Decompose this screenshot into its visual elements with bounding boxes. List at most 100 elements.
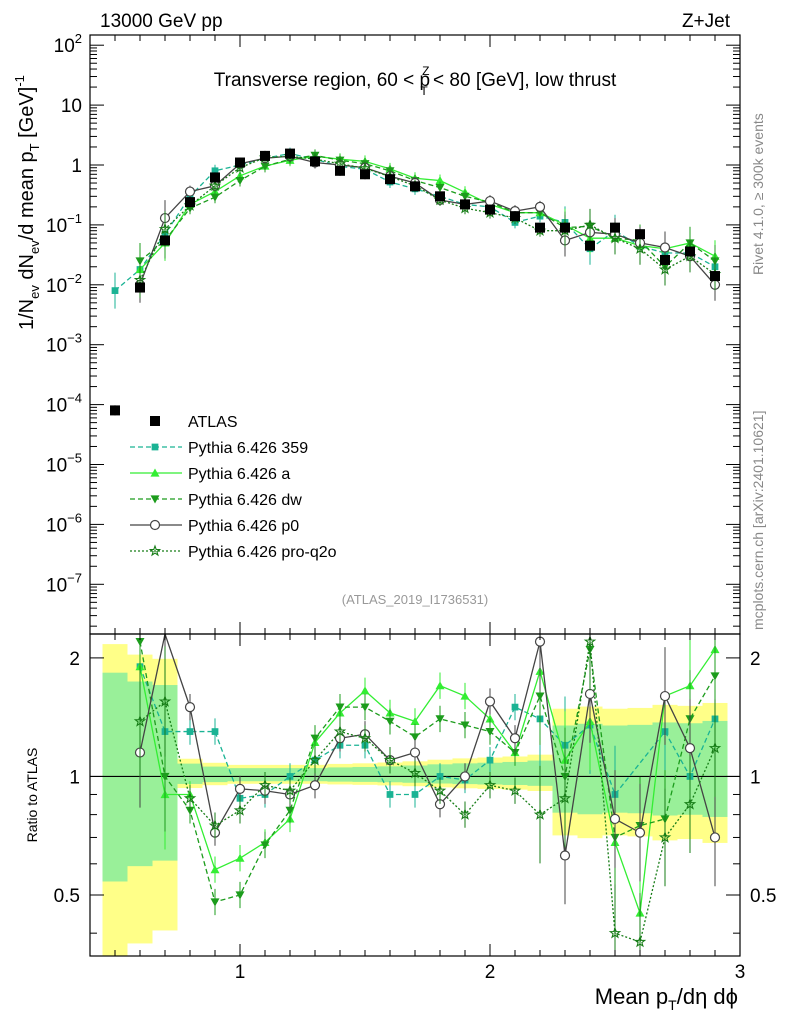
ratio-point xyxy=(333,724,347,737)
ratio-point xyxy=(358,731,372,744)
ratio-point xyxy=(460,721,470,730)
data-point xyxy=(685,246,695,257)
series-point xyxy=(133,273,147,286)
ratio-point xyxy=(158,694,172,707)
legend-marker xyxy=(149,519,161,531)
ratio-point xyxy=(484,696,496,707)
y-tick-label: 10−3 xyxy=(46,331,82,357)
y-tick-label: 10−7 xyxy=(46,570,82,596)
ratio-point xyxy=(435,715,445,724)
ratio-point xyxy=(408,766,422,779)
series-point xyxy=(460,192,470,201)
ratio-point xyxy=(483,778,497,791)
series-point xyxy=(608,231,622,244)
ratio-point xyxy=(558,791,572,804)
data-point xyxy=(135,282,145,293)
header-left: 13000 GeV pp xyxy=(100,11,223,32)
ratio-point xyxy=(211,728,219,735)
data-point xyxy=(360,169,370,180)
series-point xyxy=(633,242,647,254)
green-band xyxy=(377,766,403,783)
legend-marker-atlas xyxy=(150,416,160,426)
ratio-point xyxy=(533,808,547,820)
ratio-curves xyxy=(133,631,722,956)
green-band xyxy=(502,761,528,785)
ratio-point xyxy=(411,791,419,798)
series-point xyxy=(135,257,145,266)
data-point xyxy=(310,156,320,167)
ratio-point xyxy=(233,803,247,816)
ratio-point xyxy=(458,808,472,820)
ratio-point xyxy=(659,690,671,702)
green-band xyxy=(327,767,353,782)
green-band xyxy=(227,768,253,782)
series-point xyxy=(235,176,245,186)
series-point xyxy=(534,201,546,212)
ratio-tick-label-left: 0.5 xyxy=(54,886,80,907)
ratio-point xyxy=(709,832,721,843)
data-point xyxy=(235,157,245,168)
legend-label: Pythia 6.426 p0 xyxy=(188,518,299,535)
header-right: Z+Jet xyxy=(682,11,731,32)
ratio-point xyxy=(235,853,245,862)
ratio-point xyxy=(258,778,272,791)
data-point xyxy=(260,150,270,161)
legend: ATLAS Pythia 6.426 359 Pythia 6.426 a Pythi… xyxy=(130,414,337,561)
x-tick-label: 3 xyxy=(735,962,746,983)
ratio-tick-label-left: 2 xyxy=(69,649,80,670)
ratio-point xyxy=(633,935,647,948)
y-tick-label: 10−1 xyxy=(46,211,82,237)
data-point xyxy=(535,222,545,233)
ratio-point xyxy=(508,784,522,797)
ratio-point xyxy=(283,784,297,797)
ratio-point xyxy=(409,747,421,758)
ratio-point xyxy=(383,753,397,766)
ratio-point xyxy=(309,780,321,791)
green-band xyxy=(102,672,128,882)
ratio-point xyxy=(360,686,370,695)
ratio-line-4 xyxy=(139,641,716,943)
series-point xyxy=(583,218,597,231)
ratio-point xyxy=(535,692,545,701)
ratio-point xyxy=(559,850,571,861)
ratio-line-1 xyxy=(139,649,716,914)
green-band xyxy=(352,766,378,782)
ratio-point xyxy=(234,783,246,794)
ratio-point xyxy=(658,830,672,843)
y-tick-label: 10−2 xyxy=(46,271,82,297)
legend-label: Pythia 6.426 359 xyxy=(188,440,308,457)
ratio-point xyxy=(459,771,471,782)
series-point xyxy=(659,242,671,253)
y-tick-label: 10−4 xyxy=(46,391,82,417)
data-point xyxy=(285,148,295,159)
ratio-point xyxy=(410,733,420,742)
series-point xyxy=(210,193,220,202)
ratio-point xyxy=(184,702,196,713)
legend-marker xyxy=(151,443,159,451)
series-point xyxy=(211,167,219,175)
data-point xyxy=(560,222,570,233)
ratio-point xyxy=(710,672,720,681)
ratio-point xyxy=(183,791,197,804)
series-point xyxy=(484,195,496,207)
ratio-point xyxy=(210,898,220,907)
series-point xyxy=(208,179,222,192)
ratio-point xyxy=(436,773,444,780)
ratio-point xyxy=(310,734,320,743)
ratio-point xyxy=(160,772,170,781)
data-point xyxy=(635,229,645,240)
main-curves xyxy=(111,147,722,309)
ratio-point xyxy=(684,743,696,754)
ratio-point xyxy=(286,773,294,780)
ratio-point xyxy=(186,728,194,735)
series-line-1 xyxy=(139,155,716,270)
y-tick-label: 10−5 xyxy=(46,451,82,477)
ratio-point xyxy=(308,753,322,766)
ratio-point xyxy=(634,827,646,838)
ratio-point xyxy=(609,813,621,825)
data-point xyxy=(110,405,120,416)
series-point xyxy=(435,176,445,185)
green-band xyxy=(177,763,203,784)
series-point xyxy=(435,183,445,193)
ratio-point xyxy=(433,784,447,797)
